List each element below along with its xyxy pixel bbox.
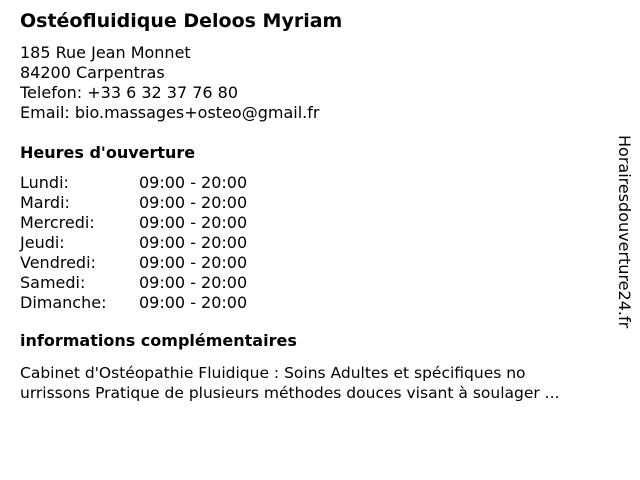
hours-day: Dimanche:	[20, 293, 107, 312]
address-line2: 84200 Carpentras	[20, 63, 165, 82]
info-line2: urrissons Pratique de plusieurs méthodes…	[20, 384, 560, 402]
email: Email: bio.massages+osteo@gmail.fr	[20, 103, 320, 122]
address-line1: 185 Rue Jean Monnet	[20, 43, 191, 62]
hours-day: Mercredi:	[20, 213, 95, 232]
info-line1: Cabinet d'Ostéopathie Fluidique : Soins …	[20, 364, 526, 382]
hours-table: Lundi: 09:00 - 20:00 Mardi: 09:00 - 20:00 Me…	[20, 173, 616, 313]
info-text: Cabinet d'Ostéopathie Fluidique : Soins …	[20, 363, 616, 403]
hours-time: 09:00 - 20:00	[139, 193, 248, 212]
hours-time: 09:00 - 20:00	[139, 253, 248, 272]
hours-day: Vendredi:	[20, 253, 96, 272]
business-name: Ostéofluidique Deloos Myriam	[20, 10, 343, 32]
hours-time: 09:00 - 20:00	[139, 213, 248, 232]
business-card: Ostéofluidique Deloos Myriam 185 Rue Jea…	[20, 10, 616, 403]
hours-day: Jeudi:	[20, 233, 65, 252]
hours-time: 09:00 - 20:00	[139, 173, 248, 192]
info-heading: informations complémentaires	[20, 331, 297, 350]
phone: Telefon: +33 6 32 37 76 80	[20, 83, 239, 102]
hours-heading: Heures d'ouverture	[20, 143, 196, 162]
watermark-text: Horairesdouverture24.fr	[615, 135, 634, 329]
hours-time: 09:00 - 20:00	[139, 273, 248, 292]
hours-day: Lundi:	[20, 173, 69, 192]
hours-day: Samedi:	[20, 273, 86, 292]
hours-day: Mardi:	[20, 193, 70, 212]
hours-time: 09:00 - 20:00	[139, 293, 248, 312]
hours-time: 09:00 - 20:00	[139, 233, 248, 252]
